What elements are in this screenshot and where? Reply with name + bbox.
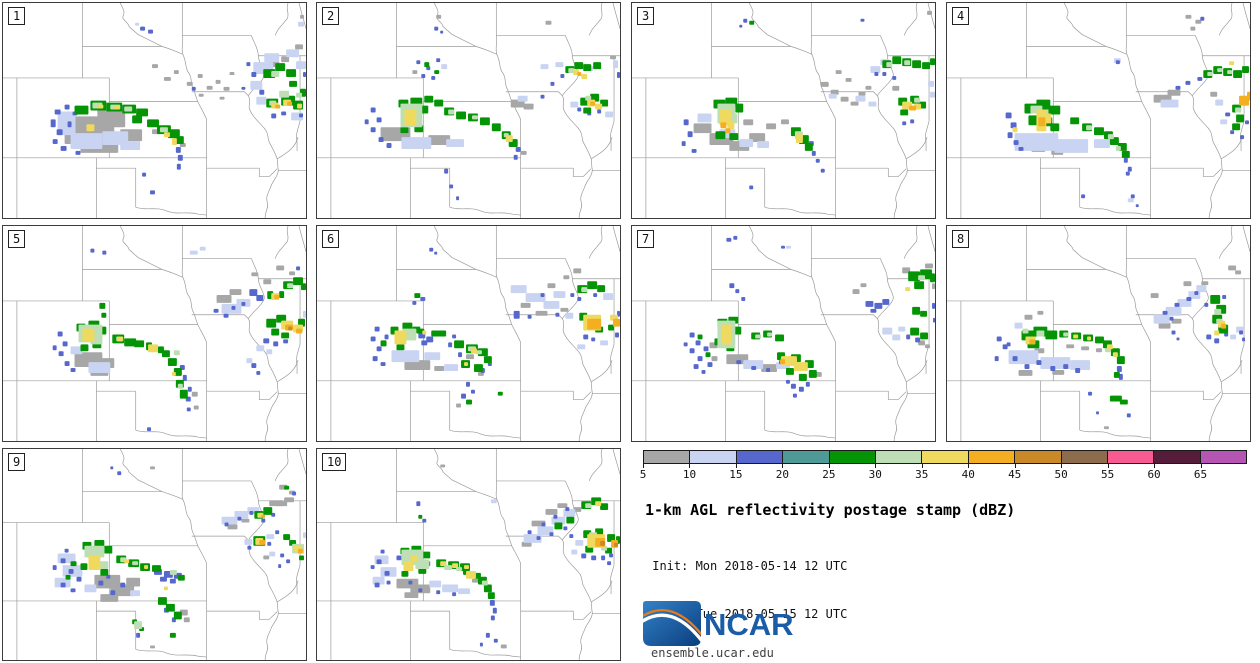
colorbar-segment-55dbz (1107, 450, 1155, 464)
colorbar-tick-label: 20 (775, 468, 789, 481)
radar-echoes-layer (370, 464, 620, 649)
radar-echoes-layer (681, 10, 935, 190)
basemap-layer (317, 449, 620, 660)
member-map (317, 226, 620, 441)
member-number-label: 5 (8, 230, 26, 248)
colorbar-tick-label: 60 (1147, 468, 1161, 481)
colorbar-tick (875, 464, 877, 468)
colorbar-tick (828, 464, 830, 468)
colorbar-tick-label: 50 (1054, 468, 1068, 481)
init-valid-times: Init: Mon 2018-05-14 12 UTC Valid: Tue 2… (645, 526, 847, 654)
colorbar-segment-10dbz (690, 450, 737, 464)
colorbar-segment-40dbz (968, 450, 1016, 464)
member-number-label: 4 (952, 7, 970, 25)
member-panel-2[interactable]: 2 (316, 2, 621, 219)
colorbar-tick (1014, 464, 1016, 468)
basemap-layer (947, 226, 1250, 441)
member-number-label: 1 (8, 7, 26, 25)
basemap-layer (317, 226, 620, 441)
colorbar-segment-45dbz (1015, 450, 1062, 464)
dbz-colorbar (643, 450, 1248, 464)
colorbar-segment-30dbz (875, 450, 923, 464)
member-panel-5[interactable]: 5 (2, 225, 307, 442)
member-number-label: 7 (637, 230, 655, 248)
basemap-layer (3, 226, 306, 441)
radar-echoes-layer (994, 265, 1246, 430)
init-time: Init: Mon 2018-05-14 12 UTC (645, 559, 848, 573)
member-number-label: 2 (322, 7, 340, 25)
basemap-layer (632, 3, 935, 218)
radar-echoes-layer (683, 235, 935, 398)
colorbar-tick-label: 15 (729, 468, 743, 481)
colorbar-tick-label: 10 (682, 468, 697, 481)
member-map (317, 3, 620, 218)
member-number-label: 9 (8, 453, 26, 471)
radar-echoes-layer (52, 246, 306, 432)
colorbar-tick (735, 464, 737, 468)
member-map (317, 449, 620, 660)
radar-echoes-layer (50, 14, 306, 195)
radar-echoes-layer (364, 14, 620, 201)
colorbar-tick (1200, 464, 1202, 468)
colorbar-segment-5dbz (643, 450, 691, 464)
radar-echoes-layer (1005, 14, 1250, 208)
website-url: ensemble.ucar.edu (651, 646, 774, 660)
colorbar-tick (921, 464, 923, 468)
member-panel-3[interactable]: 3 (631, 2, 936, 219)
basemap-layer (947, 3, 1250, 218)
member-number-label: 3 (637, 7, 655, 25)
colorbar-segment-60dbz (1154, 450, 1201, 464)
member-panel-9[interactable]: 9 (2, 448, 307, 661)
colorbar-tick (968, 464, 970, 468)
member-map (3, 226, 306, 441)
colorbar-tick (643, 464, 644, 468)
colorbar-tick (1107, 464, 1109, 468)
member-map (3, 449, 306, 660)
member-map (632, 226, 935, 441)
ncar-wordmark: NCAR (704, 607, 794, 642)
colorbar-tick-label: 30 (868, 468, 882, 481)
colorbar-tick-label: 5 (639, 468, 647, 481)
member-panel-8[interactable]: 8 (946, 225, 1251, 442)
member-number-label: 10 (322, 453, 347, 471)
colorbar-tick (1061, 464, 1063, 468)
radar-echoes-layer (370, 247, 620, 408)
member-panel-7[interactable]: 7 (631, 225, 936, 442)
colorbar-tick-label: 65 (1193, 468, 1208, 481)
ncar-logo: NCAR (640, 601, 943, 651)
colorbar-tick-label: 35 (915, 468, 929, 481)
colorbar-tick-label: 45 (1008, 468, 1022, 481)
ncar-logo-swoosh-icon (640, 601, 704, 646)
member-panel-6[interactable]: 6 (316, 225, 621, 442)
basemap-layer (3, 449, 306, 660)
colorbar-tick (782, 464, 784, 468)
colorbar-segment-15dbz (736, 450, 784, 464)
basemap-layer (3, 3, 306, 218)
colorbar-segment-50dbz (1061, 450, 1108, 464)
colorbar-segment-35dbz (922, 450, 969, 464)
basemap-layer (317, 3, 620, 218)
member-panel-1[interactable]: 1 (2, 2, 307, 219)
colorbar-tick-label: 55 (1100, 468, 1115, 481)
member-number-label: 8 (952, 230, 970, 248)
member-panel-4[interactable]: 4 (946, 2, 1251, 219)
colorbar-tick (1154, 464, 1156, 468)
colorbar-segment-25dbz (829, 450, 876, 464)
member-map (632, 3, 935, 218)
member-panel-10[interactable]: 10 (316, 448, 621, 661)
colorbar-segment-20dbz (783, 450, 830, 464)
member-map (3, 3, 306, 218)
colorbar-tick-label: 25 (822, 468, 836, 481)
colorbar-segment-65dbz (1200, 450, 1248, 464)
member-map (947, 3, 1250, 218)
colorbar-tick (689, 464, 691, 468)
product-title: 1-km AGL reflectivity postage stamp (dBZ… (645, 501, 1016, 519)
radar-echoes-layer (52, 466, 306, 649)
colorbar-tick-label: 40 (961, 468, 975, 481)
member-map (947, 226, 1250, 441)
member-number-label: 6 (322, 230, 340, 248)
